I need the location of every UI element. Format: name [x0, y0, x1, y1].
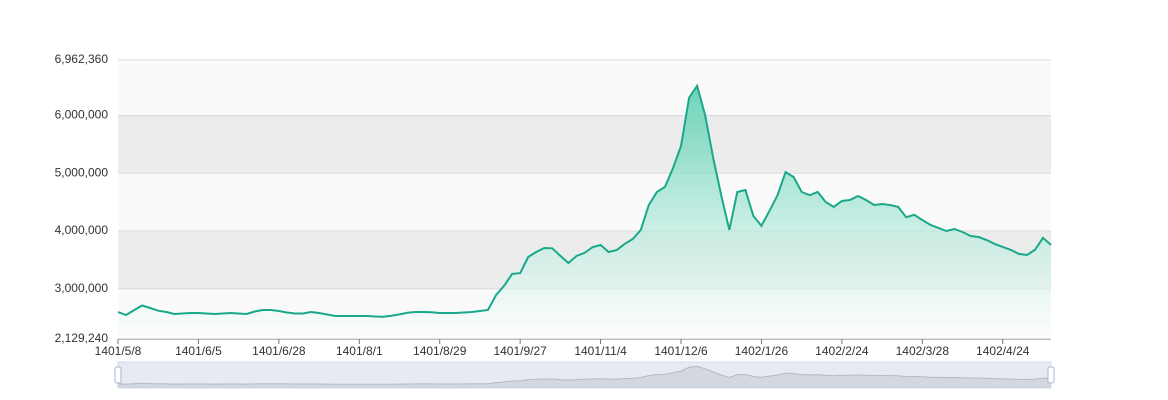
- line: [117, 83, 1052, 318]
- y-tick-label: 3,000,000: [55, 281, 109, 295]
- split-area: [118, 115, 1051, 174]
- zoom-handle-left[interactable]: [114, 366, 122, 384]
- split-area: [118, 60, 1051, 116]
- zoom-preview-area: [118, 366, 1051, 388]
- x-tick-label: 1401/8/29: [413, 344, 467, 358]
- x-tick-label: 1401/5/8: [95, 344, 142, 358]
- y-tick-label: 2,129,240: [55, 331, 109, 345]
- y-tick-label: 6,962,360: [55, 52, 109, 66]
- x-tick-label: 1401/6/28: [252, 344, 306, 358]
- y-tick-label: 6,000,000: [55, 108, 109, 122]
- x-tick-label: 1402/4/24: [976, 344, 1030, 358]
- x-tick-label: 1401/9/27: [493, 344, 547, 358]
- x-tick-label: 1401/8/1: [336, 344, 383, 358]
- x-tick-label: 1401/6/5: [175, 344, 222, 358]
- x-tick-label: 1402/2/24: [815, 344, 869, 358]
- area: [118, 85, 1051, 340]
- zoom-preview-line: [117, 365, 1052, 385]
- y-tick-label: 5,000,000: [55, 165, 109, 179]
- zoom-handle-right[interactable]: [1047, 366, 1055, 384]
- x-tick-label: 1401/11/4: [574, 344, 627, 358]
- x-tick-label: 1401/12/6: [654, 344, 708, 358]
- x-tick-label: 1402/1/26: [735, 344, 789, 358]
- x-tick-label: 1402/3/28: [896, 344, 950, 358]
- data-zoom[interactable]: [114, 361, 1055, 389]
- y-tick-label: 4,000,000: [55, 223, 109, 237]
